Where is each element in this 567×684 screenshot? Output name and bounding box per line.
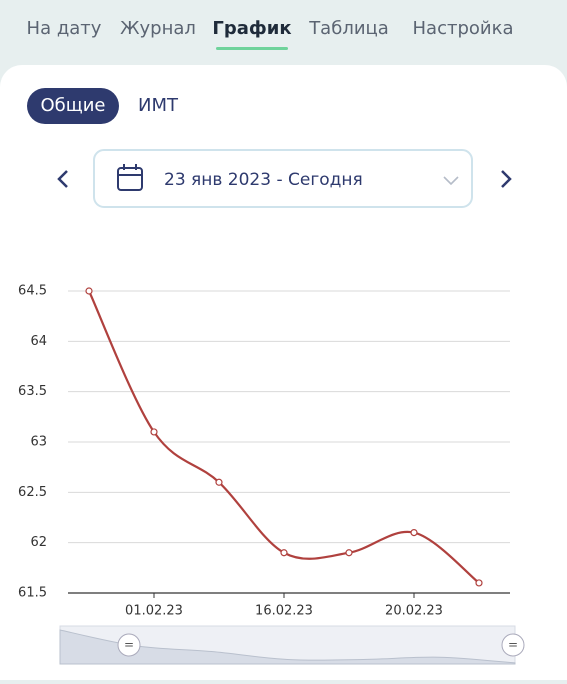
y-tick-label: 62: [30, 535, 47, 550]
svg-text:=: =: [124, 638, 134, 652]
point: [150, 428, 158, 436]
point: [85, 287, 93, 295]
card: [0, 65, 567, 684]
filter-button[interactable]: ИМТ: [138, 95, 179, 116]
tab[interactable]: Настройка: [413, 18, 514, 39]
zoom-handle[interactable]: =: [117, 633, 141, 657]
tab-underline: [216, 47, 288, 50]
point: [215, 478, 223, 486]
x-tick-label: 20.02.23: [385, 604, 443, 619]
next-arrow[interactable]: [501, 170, 512, 188]
tab[interactable]: График: [212, 18, 291, 39]
point: [280, 549, 288, 557]
y-tick-label: 64.5: [18, 284, 47, 299]
point: [345, 549, 353, 557]
x-tick-label: 01.02.23: [125, 604, 183, 619]
tab[interactable]: Таблица: [308, 18, 389, 39]
tab[interactable]: Журнал: [120, 18, 196, 39]
filter-button[interactable]: Общие: [41, 95, 106, 116]
calendar-icon: [117, 164, 143, 191]
date-picker[interactable]: [93, 149, 473, 208]
x-tick-label: 16.02.23: [255, 604, 313, 619]
y-tick-label: 64: [30, 334, 47, 349]
prev-arrow[interactable]: [57, 170, 68, 188]
y-tick-label: 63: [30, 435, 47, 450]
tab[interactable]: На дату: [27, 18, 102, 39]
filter-pill[interactable]: [27, 88, 119, 124]
point: [410, 528, 418, 537]
dropdown-chevron: [443, 176, 459, 186]
y-tick-label: 63.5: [18, 384, 47, 399]
svg-text:=: =: [508, 638, 518, 652]
y-tick-label: 61.5: [18, 586, 47, 601]
date-range: 23 янв 2023 - Сегодня: [164, 170, 363, 190]
zoom-handle[interactable]: =: [501, 633, 525, 657]
y-tick-label: 62.5: [18, 485, 47, 500]
point: [475, 579, 483, 587]
